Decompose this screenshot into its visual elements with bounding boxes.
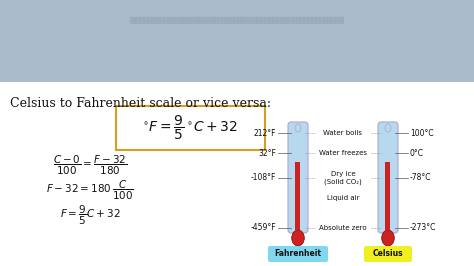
FancyBboxPatch shape bbox=[385, 162, 391, 230]
Text: -78°C: -78°C bbox=[410, 173, 431, 182]
Text: $^{\circ}F = \dfrac{9}{5}\,^{\circ}C + 32$: $^{\circ}F = \dfrac{9}{5}\,^{\circ}C + 3… bbox=[142, 114, 238, 142]
Text: Dry ice
(Solid CO₂): Dry ice (Solid CO₂) bbox=[324, 171, 362, 185]
Text: 100°C: 100°C bbox=[410, 128, 434, 138]
Ellipse shape bbox=[292, 230, 304, 246]
FancyBboxPatch shape bbox=[0, 82, 474, 266]
Ellipse shape bbox=[295, 124, 301, 132]
Text: $\dfrac{C - 0}{100} = \dfrac{F - 32}{180}$: $\dfrac{C - 0}{100} = \dfrac{F - 32}{180… bbox=[53, 153, 127, 177]
Text: -273°C: -273°C bbox=[410, 223, 437, 232]
Text: $F = \dfrac{9}{5}C + 32$: $F = \dfrac{9}{5}C + 32$ bbox=[60, 203, 120, 227]
Ellipse shape bbox=[382, 230, 394, 246]
Text: ▓▓▓▓▓▓▓▓▓▓▓▓▓▓▓▓▓▓▓▓▓▓▓▓▓▓▓▓▓▓▓▓▓▓▓▓▓▓▓▓: ▓▓▓▓▓▓▓▓▓▓▓▓▓▓▓▓▓▓▓▓▓▓▓▓▓▓▓▓▓▓▓▓▓▓▓▓▓▓▓▓ bbox=[129, 16, 345, 24]
FancyBboxPatch shape bbox=[0, 0, 474, 82]
Text: Liquid air: Liquid air bbox=[327, 195, 359, 201]
FancyBboxPatch shape bbox=[295, 162, 301, 230]
FancyBboxPatch shape bbox=[364, 246, 412, 262]
Text: $F - 32 = 180\,\dfrac{C}{100}$: $F - 32 = 180\,\dfrac{C}{100}$ bbox=[46, 178, 134, 202]
Text: 0°C: 0°C bbox=[410, 148, 424, 157]
Text: Water boils: Water boils bbox=[323, 130, 363, 136]
Text: 32°F: 32°F bbox=[258, 148, 276, 157]
FancyBboxPatch shape bbox=[268, 246, 328, 262]
FancyBboxPatch shape bbox=[288, 122, 308, 233]
Text: 212°F: 212°F bbox=[254, 128, 276, 138]
Text: Celsius: Celsius bbox=[373, 250, 403, 259]
Ellipse shape bbox=[385, 124, 391, 132]
FancyBboxPatch shape bbox=[378, 122, 398, 233]
Text: -459°F: -459°F bbox=[250, 223, 276, 232]
Text: Fahrenheit: Fahrenheit bbox=[274, 250, 321, 259]
Text: Absolute zero: Absolute zero bbox=[319, 225, 367, 231]
Text: Water freezes: Water freezes bbox=[319, 150, 367, 156]
Text: -108°F: -108°F bbox=[251, 173, 276, 182]
FancyBboxPatch shape bbox=[116, 106, 265, 150]
Text: Celsius to Fahrenheit scale or vice versa:: Celsius to Fahrenheit scale or vice vers… bbox=[10, 97, 271, 110]
